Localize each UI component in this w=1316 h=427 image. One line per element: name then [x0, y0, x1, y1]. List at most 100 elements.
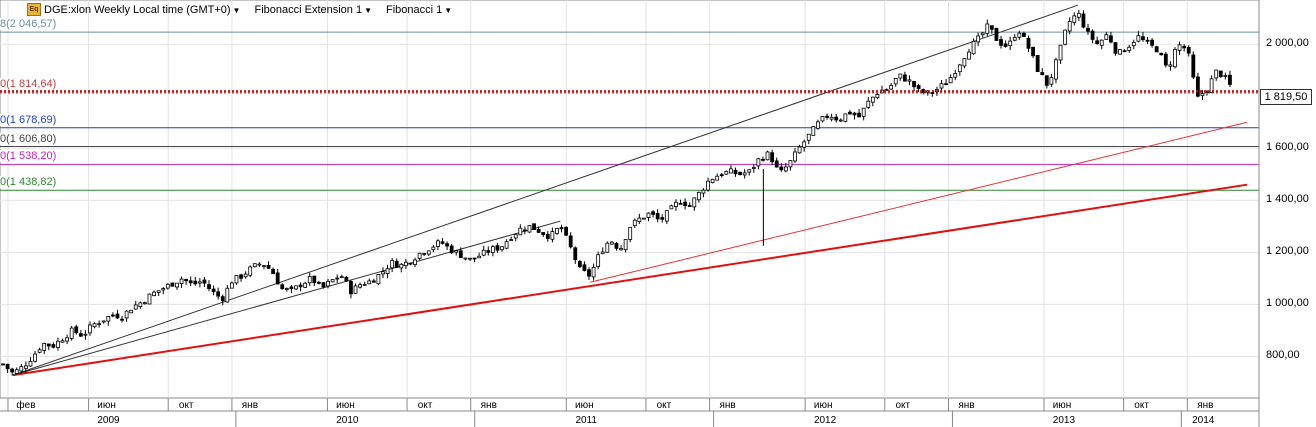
candle-down — [344, 276, 349, 282]
candle-down — [115, 313, 120, 319]
candle-up — [1200, 93, 1205, 97]
candle-up — [696, 191, 701, 201]
candle-down — [289, 286, 294, 290]
candle-up — [550, 231, 555, 240]
candle-down — [271, 268, 276, 275]
candle-down — [202, 279, 207, 284]
candle-up — [33, 353, 37, 362]
dropdown-arrow-icon: ▼ — [232, 5, 241, 15]
fibonacci-label: Fibonacci 1 — [386, 4, 443, 16]
candle-up — [504, 241, 509, 249]
candle-up — [165, 283, 170, 289]
candle-down — [1159, 52, 1164, 56]
candle-down — [1, 363, 5, 366]
candle-down — [211, 288, 216, 292]
candle-up — [1072, 15, 1077, 23]
fib-extension-menu[interactable]: Fibonacci Extension 1 ▼ — [254, 4, 372, 16]
fib-extension-label: Fibonacci Extension 1 — [254, 4, 363, 16]
candle-up — [967, 51, 971, 60]
candle-up — [1173, 48, 1177, 68]
candle-down — [5, 363, 10, 370]
candle-up — [642, 217, 646, 220]
candle-up — [948, 77, 953, 84]
instrument-logo-icon: Eq — [27, 3, 41, 16]
candle-down — [774, 160, 779, 168]
candle-up — [413, 259, 417, 266]
candle-up — [793, 151, 797, 162]
candle-up — [715, 175, 720, 181]
candle-down — [1086, 27, 1090, 32]
dropdown-arrow-icon: ▼ — [444, 5, 453, 15]
candle-up — [257, 263, 262, 266]
candle-down — [568, 235, 573, 248]
candle-down — [651, 211, 655, 215]
candle-up — [1136, 35, 1141, 42]
candle-down — [110, 314, 115, 317]
candle-up — [358, 284, 362, 288]
candle-up — [69, 327, 74, 339]
candle-up — [701, 189, 706, 194]
symbol-menu[interactable]: DGE:xlon Weekly Local time (GMT+0) ▼ — [44, 4, 240, 16]
year-label: 2013 — [1052, 415, 1076, 426]
candle-up — [422, 253, 427, 255]
candle-up — [481, 249, 486, 256]
candle-up — [747, 169, 752, 173]
candle-up — [1008, 40, 1013, 47]
candle-up — [97, 323, 102, 326]
month-label: окт — [417, 400, 433, 411]
grid-lines — [0, 0, 1259, 398]
candle-down — [1090, 30, 1095, 40]
candle-down — [486, 250, 491, 253]
candle-up — [829, 116, 834, 120]
candle-up — [60, 340, 65, 343]
candle-up — [820, 116, 825, 122]
candle-down — [1122, 50, 1127, 53]
candle-down — [719, 174, 724, 177]
candle-up — [1223, 75, 1228, 77]
candle-down — [1145, 39, 1150, 42]
y-tick-label: 1 600,00 — [1266, 141, 1309, 154]
candle-up — [156, 290, 161, 293]
candle-up — [1017, 32, 1022, 38]
candle-up — [674, 201, 678, 208]
last-price-tag: 1 819,50 — [1260, 89, 1312, 105]
candle-up — [367, 280, 372, 285]
candle-up — [664, 210, 669, 222]
candle-up — [147, 293, 152, 305]
candle-up — [133, 304, 138, 310]
candle-up — [399, 263, 404, 269]
candle-up — [609, 241, 614, 245]
candle-up — [811, 126, 816, 136]
candle-up — [596, 254, 601, 267]
candle-up — [866, 100, 871, 108]
chart-header: DGE:xlon Weekly Local time (GMT+0) ▼ Fib… — [44, 2, 452, 18]
candle-up — [1177, 44, 1182, 51]
candle-down — [1150, 39, 1155, 46]
candle-up — [23, 365, 28, 369]
candle-down — [321, 282, 326, 288]
candle-down — [1081, 13, 1086, 28]
candle-up — [88, 324, 92, 334]
candle-up — [591, 266, 596, 278]
candle-up — [953, 72, 958, 78]
candle-down — [440, 241, 445, 244]
candle-up — [1214, 69, 1219, 79]
fib-level-label: 0(1 438,82) — [0, 176, 58, 189]
candle-up — [962, 58, 967, 67]
candle-down — [1154, 46, 1159, 53]
candle-down — [678, 202, 683, 205]
candle-up — [1168, 64, 1173, 67]
candle-up — [83, 333, 88, 336]
candle-down — [335, 277, 340, 280]
candle-down — [582, 264, 587, 271]
candle-up — [976, 35, 981, 43]
y-tick-label: 1 200,00 — [1266, 245, 1309, 258]
fibonacci-menu[interactable]: Fibonacci 1 ▼ — [386, 4, 452, 16]
candle-down — [472, 257, 477, 260]
candle-down — [74, 326, 79, 334]
month-label: янв — [241, 400, 259, 411]
candle-down — [1218, 70, 1223, 77]
candle-up — [1067, 21, 1072, 32]
y-tick-label: 800,00 — [1266, 349, 1300, 362]
